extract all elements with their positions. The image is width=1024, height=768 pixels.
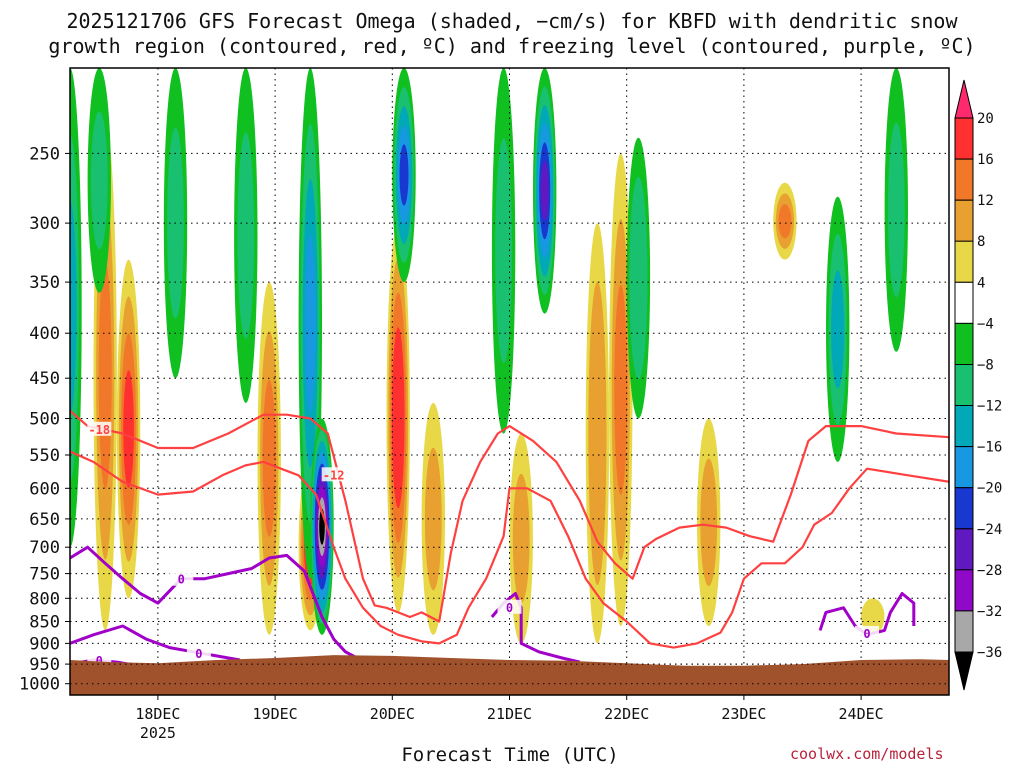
colorbar-swatch	[954, 446, 974, 489]
colorbar-swatch	[954, 364, 974, 407]
y-tick-label: 500	[29, 410, 60, 430]
colorbar-label: −4	[977, 316, 994, 332]
colorbar-bottom-arrow	[954, 651, 974, 691]
omega-rising-band	[237, 132, 255, 339]
x-tick-label: 19DEC	[253, 705, 298, 723]
y-tick-label: 250	[29, 144, 60, 164]
omega-sinking-band	[864, 605, 882, 628]
y-tick-label: 600	[29, 479, 60, 499]
colorbar-label: −32	[977, 604, 1002, 620]
y-tick-label: 550	[29, 446, 60, 466]
colorbar-swatch	[954, 199, 974, 242]
omega-sinking-band	[123, 370, 134, 488]
colorbar-label: 8	[977, 234, 985, 250]
dendritic-growth-contour	[70, 409, 949, 623]
x-tick-label: 18DEC	[135, 705, 180, 723]
omega-rising-band	[831, 270, 845, 389]
colorbar-swatch	[954, 487, 974, 530]
terrain-surface	[70, 655, 949, 695]
contour-label-bg	[87, 421, 112, 436]
x-tick-label: 23DEC	[721, 705, 766, 723]
x-tick-label: 22DEC	[604, 705, 649, 723]
y-tick-label: 850	[29, 613, 60, 633]
omega-rising-band	[90, 111, 108, 250]
contour-label-bg	[186, 645, 211, 660]
colorbar-swatch	[954, 117, 974, 160]
omega-sinking-band	[512, 473, 530, 604]
colorbar-swatch	[954, 528, 974, 571]
x-axis-title: Forecast Time (UTC)	[401, 744, 619, 766]
colorbar-top-arrow	[954, 79, 974, 119]
colorbar-label: −24	[977, 522, 1002, 538]
omega-sinking-band	[614, 284, 628, 495]
x-tick-label: 21DEC	[487, 705, 532, 723]
y-tick-label: 1000	[19, 675, 60, 695]
x-tick-label: 20DEC	[370, 705, 415, 723]
colorbar-swatch	[954, 405, 974, 448]
contour-label: 0	[863, 627, 870, 641]
contour-label-bg	[497, 599, 522, 614]
freezing-level-contour	[70, 545, 358, 660]
colorbar-label: 20	[977, 111, 994, 127]
y-tick-label: 650	[29, 510, 60, 530]
omega-rising-band	[540, 161, 549, 221]
y-tick-label: 800	[29, 589, 60, 609]
y-tick-label: 400	[29, 324, 60, 344]
colorbar-swatch	[954, 158, 974, 201]
x-year-label: 2025	[140, 724, 176, 742]
colorbar-label: −16	[977, 440, 1002, 456]
omega-sinking-band	[262, 380, 276, 537]
contour-label-bg	[321, 467, 346, 482]
colorbar-label: 4	[977, 275, 985, 291]
omega-rising-band	[887, 122, 905, 298]
colorbar-swatch	[954, 322, 974, 365]
y-tick-label: 700	[29, 538, 60, 558]
contour-label: 0	[506, 601, 513, 615]
colorbar-label: −8	[977, 358, 994, 374]
omega-rising-band	[70, 201, 77, 415]
omega-rising-band	[631, 215, 645, 341]
omega-sinking-band	[700, 458, 718, 587]
dendritic-growth-contour	[70, 450, 949, 649]
plot-area: -18 -12 0 0 0 0 0	[70, 68, 949, 695]
y-tick-label: 950	[29, 655, 60, 675]
colorbar-label: −20	[977, 481, 1002, 497]
omega-sinking-band	[778, 204, 792, 239]
freezing-level-contour	[70, 624, 241, 662]
contour-label: -18	[88, 423, 110, 437]
source-credit[interactable]: coolwx.com/models	[790, 745, 944, 763]
y-tick-label: 750	[29, 565, 60, 585]
y-tick-label: 350	[29, 273, 60, 293]
contour-label: 0	[178, 573, 185, 587]
colorbar-swatch	[954, 610, 974, 653]
colorbar-label: −28	[977, 563, 1002, 579]
x-tick-label: 24DEC	[839, 705, 884, 723]
colorbar-label: −12	[977, 399, 1002, 415]
contour-label-bg	[855, 625, 879, 640]
omega-sinking-band	[393, 362, 403, 474]
omega-rising-band	[399, 144, 409, 206]
chart-title-line2: growth region (contoured, red, ºC) and f…	[48, 34, 976, 58]
omega-sinking-band	[590, 339, 604, 527]
y-tick-label: 300	[29, 214, 60, 234]
chart-title-line1: 2025121706 GFS Forecast Omega (shaded, −…	[66, 9, 958, 33]
colorbar-label: 12	[977, 193, 994, 209]
colorbar-swatch	[954, 240, 974, 283]
y-tick-label: 900	[29, 634, 60, 654]
y-tick-label: 450	[29, 369, 60, 389]
colorbar-swatch	[954, 569, 974, 612]
colorbar-label: 16	[977, 152, 994, 168]
contour-label: -12	[323, 468, 345, 482]
omega-rising-band	[495, 138, 512, 364]
contour-label: 0	[195, 647, 202, 661]
contour-label: 0	[96, 654, 103, 668]
omega-rising-band	[305, 234, 316, 413]
contour-label-bg	[169, 571, 194, 586]
colorbar-label: −36	[977, 645, 1002, 661]
colorbar-swatch	[954, 281, 974, 324]
